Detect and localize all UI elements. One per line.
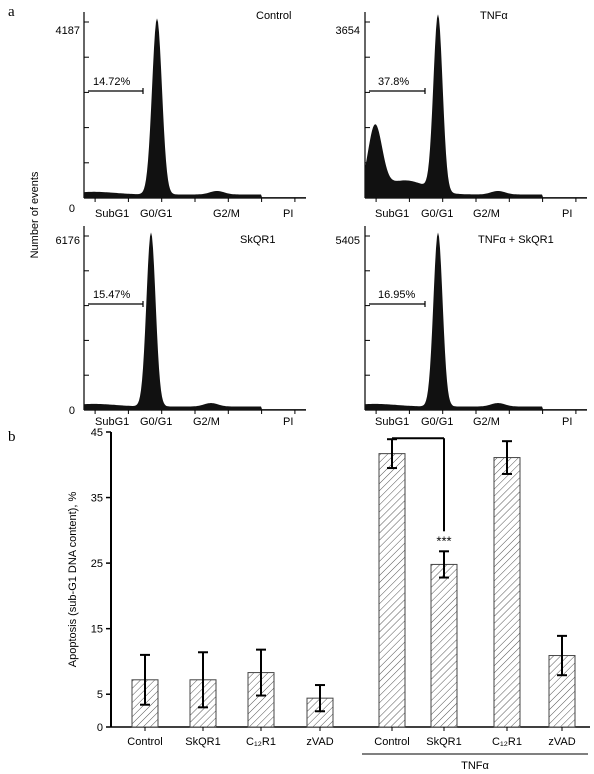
bar-category-label: C₁₂R1 <box>246 736 276 748</box>
bar-category-label: C₁₂R1 <box>492 736 522 748</box>
histogram-distribution <box>365 14 587 198</box>
bar-category-label: zVAD <box>548 736 575 748</box>
histogram-x-label: G2/M <box>193 416 220 428</box>
histogram-x-label: SubG1 <box>375 416 409 428</box>
bar-category-label: Control <box>127 736 162 748</box>
subg1-percentage-label: 15.47% <box>93 289 131 301</box>
histogram-x-label: G2/M <box>473 416 500 428</box>
bar-category-label: SkQR1 <box>426 736 461 748</box>
histogram-x-label: PI <box>283 416 293 428</box>
histogram-y-max-label: 5405 <box>336 235 360 247</box>
histogram-x-label: G0/G1 <box>140 208 172 220</box>
bar-category-label: zVAD <box>306 736 333 748</box>
subg1-percentage-label: 14.72% <box>93 76 131 88</box>
histogram-x-label: G2/M <box>213 208 240 220</box>
histogram-x-label: SubG1 <box>95 416 129 428</box>
histogram-x-label: G0/G1 <box>140 416 172 428</box>
histogram-distribution <box>84 18 306 199</box>
histogram-title: SkQR1 <box>240 234 275 246</box>
histogram-title: TNFα <box>480 10 508 22</box>
bar-category-label: Control <box>374 736 409 748</box>
panel-label-b: b <box>8 429 16 445</box>
panel-label-a: a <box>8 4 15 20</box>
histogram-x-label: SubG1 <box>95 208 129 220</box>
histogram-x-label: G0/G1 <box>421 208 453 220</box>
histogram-y-axis-label: Number of events <box>29 171 41 258</box>
histogram-y-max-label: 6176 <box>56 235 80 247</box>
histogram-x-label: SubG1 <box>375 208 409 220</box>
bar <box>430 563 458 728</box>
histogram-y-zero-label: 0 <box>69 203 75 215</box>
histogram-y-zero-label: 0 <box>69 405 75 417</box>
bar-y-tick-label: 0 <box>97 722 103 734</box>
bar-chart: 0 5 15 25 35 45 Apoptosis (sub-G1 DNA content)… <box>67 427 590 772</box>
histogram-title: Control <box>256 10 291 22</box>
bar <box>378 453 406 728</box>
histogram-distribution <box>84 232 306 410</box>
histogram-title: TNFα + SkQR1 <box>478 234 554 246</box>
histogram-panel: 37.8% 3654 TNFα SubG1 G0/G1 G2/M PI <box>336 10 587 220</box>
histogram-x-label: PI <box>562 208 572 220</box>
subg1-percentage-label: 37.8% <box>378 76 409 88</box>
bar-category-label: SkQR1 <box>185 736 220 748</box>
subg1-percentage-label: 16.95% <box>378 289 416 301</box>
bar-y-tick-label: 45 <box>91 427 103 439</box>
bar-y-tick-label: 5 <box>97 689 103 701</box>
histogram-x-label: PI <box>283 208 293 220</box>
group-label: TNFα <box>461 760 489 772</box>
histogram-distribution <box>365 232 587 410</box>
bar <box>493 457 521 728</box>
histogram-panel: 16.95% 5405 TNFα + SkQR1 SubG1 G0/G1 G2/M PI <box>336 226 587 428</box>
histogram-y-max-label: 4187 <box>56 25 80 37</box>
bar-y-tick-label: 35 <box>91 493 103 505</box>
histogram-x-label: PI <box>562 416 572 428</box>
histogram-x-label: G0/G1 <box>421 416 453 428</box>
bar-y-tick-label: 15 <box>91 624 103 636</box>
histogram-x-label: G2/M <box>473 208 500 220</box>
histogram-panel: 15.47% 6176 0 SkQR1 SubG1 G0/G1 G2/M PI <box>56 226 306 428</box>
histogram-panel: 14.72% 4187 0 Control SubG1 G0/G1 G2/M PI <box>56 10 306 220</box>
bar-y-axis-label: Apoptosis (sub-G1 DNA content), % <box>67 492 79 668</box>
histogram-y-max-label: 3654 <box>336 25 360 37</box>
bar-y-tick-label: 25 <box>91 558 103 570</box>
significance-label: *** <box>436 533 451 548</box>
